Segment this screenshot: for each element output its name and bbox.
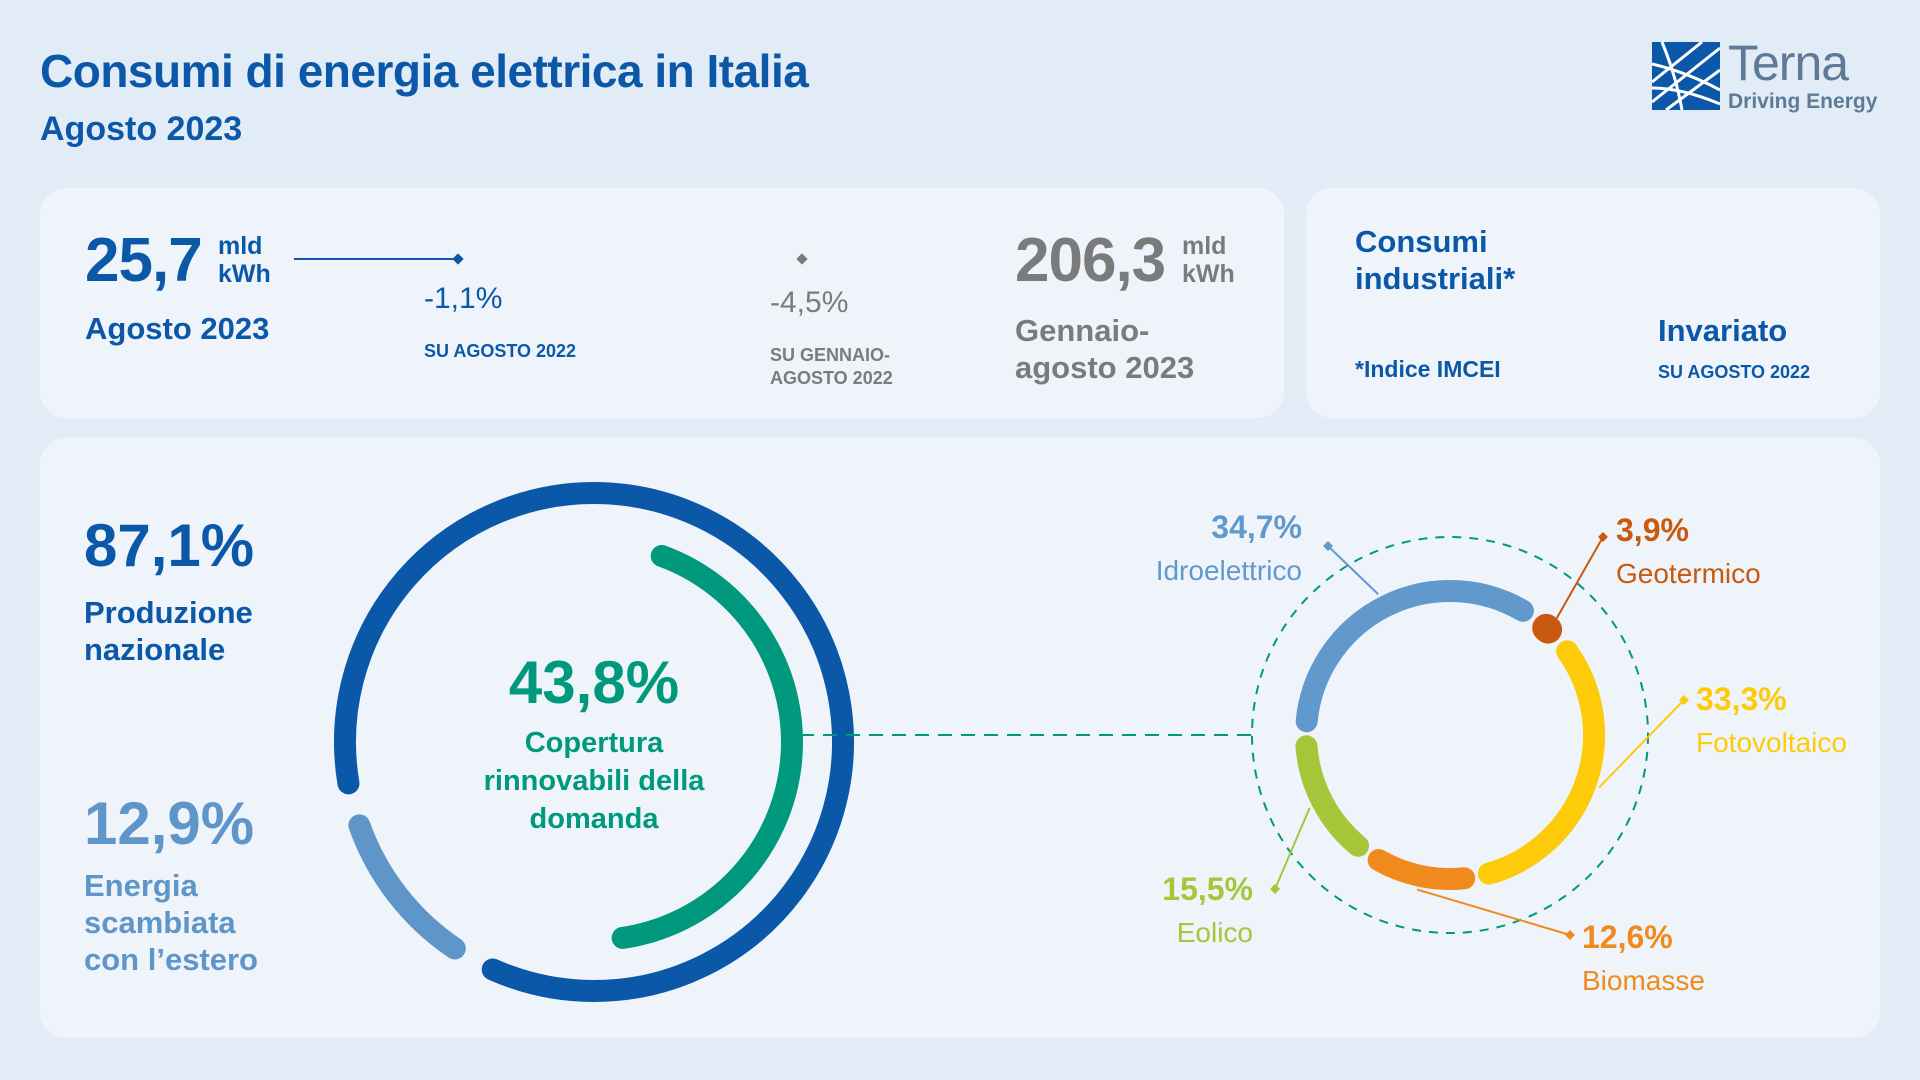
terna-logo: Terna Driving Energy (1652, 35, 1882, 117)
cumulative-change-ref-line2: AGOSTO 2022 (770, 368, 893, 388)
slice-geothermal (1532, 613, 1563, 644)
leader-line-eolico (1274, 807, 1311, 890)
monthly-change-ref: SU AGOSTO 2022 (424, 341, 577, 361)
foreign-exchange-label-line2: scambiata (84, 905, 236, 940)
industrial-note: *Indice IMCEI (1355, 356, 1501, 382)
label-name-biomasse: Biomasse (1582, 965, 1705, 996)
cumulative-unit-line1: mld (1182, 232, 1227, 260)
cumulative-change: -4,5% (770, 286, 849, 319)
monthly-value: 25,7 (85, 226, 203, 295)
slice-solar (1477, 640, 1605, 885)
leader-dot-fotovoltaico (1679, 695, 1689, 705)
foreign-exchange-label-line3: con l’estero (84, 942, 258, 977)
label-value-geotermico: 3,9% (1616, 512, 1689, 548)
label-value-eolico: 15,5% (1162, 871, 1253, 907)
industrial-status-ref: SU AGOSTO 2022 (1658, 362, 1811, 382)
leader-line-fotovoltaico (1598, 699, 1685, 789)
national-production-value: 87,1% (84, 512, 255, 579)
leader-dot-eolico (1270, 884, 1280, 894)
slice-hydro (1295, 580, 1534, 733)
label-name-geotermico: Geotermico (1616, 558, 1761, 589)
cumulative-connector-line (796, 253, 978, 265)
label-name-eolico: Eolico (1177, 917, 1253, 948)
outer-dashed-ring (1251, 536, 1649, 934)
logo-tagline: Driving Energy (1728, 90, 1878, 113)
cumulative-period-line2: agosto 2023 (1015, 350, 1195, 385)
leader-dot-biomasse (1565, 930, 1575, 940)
slice-foreign-exchange (348, 814, 466, 960)
leader-line-biomasse (1416, 888, 1571, 936)
cumulative-change-ref-line1: SU GENNAIO- (770, 345, 891, 365)
monthly-period: Agosto 2023 (85, 311, 270, 346)
label-value-idroelettrico: 34,7% (1211, 509, 1302, 545)
slice-national-production (334, 482, 854, 1003)
industrial-card (1306, 188, 1880, 418)
consumption-card (40, 188, 1284, 418)
renewable-coverage-caption-line: rinnovabili della (484, 765, 706, 797)
national-production-label-line2: nazionale (84, 632, 226, 667)
leader-line-geotermico (1555, 536, 1604, 619)
label-value-biomasse: 12,6% (1582, 919, 1673, 955)
terna-logo-icon (1652, 42, 1720, 110)
renewable-coverage-value: 43,8% (509, 649, 679, 716)
monthly-connector-line (294, 253, 464, 265)
label-name-idroelettrico: Idroelettrico (1156, 555, 1302, 586)
slice-renewable-coverage (611, 544, 803, 949)
foreign-exchange-label-line1: Energia (84, 868, 198, 903)
cumulative-period-line1: Gennaio- (1015, 313, 1150, 348)
leader-dot-idroelettrico (1323, 541, 1333, 551)
cumulative-value: 206,3 (1015, 226, 1166, 295)
label-value-fotovoltaico: 33,3% (1696, 681, 1787, 717)
industrial-title-line1: Consumi (1355, 224, 1488, 259)
cumulative-unit-line2: kWh (1182, 260, 1235, 288)
page-title: Consumi di energia elettrica in Italia (40, 45, 809, 97)
renewable-coverage-caption-line: domanda (530, 803, 660, 835)
monthly-change: -1,1% (424, 282, 503, 315)
foreign-exchange-value: 12,9% (84, 790, 255, 857)
leader-dot-geotermico (1598, 532, 1608, 542)
industrial-title-line2: industriali* (1355, 261, 1516, 296)
logo-name: Terna (1728, 35, 1849, 91)
national-production-label-line1: Produzione (84, 595, 253, 630)
industrial-status: Invariato (1658, 313, 1788, 348)
label-name-fotovoltaico: Fotovoltaico (1696, 727, 1847, 758)
monthly-unit-line2: kWh (218, 260, 271, 288)
renewable-coverage-caption-line: Copertura (525, 727, 664, 759)
slice-wind (1295, 735, 1370, 857)
monthly-unit-line1: mld (218, 232, 263, 260)
slice-biomass (1367, 849, 1476, 890)
page-subtitle: Agosto 2023 (40, 110, 243, 148)
leader-line-idroelettrico (1327, 545, 1379, 595)
